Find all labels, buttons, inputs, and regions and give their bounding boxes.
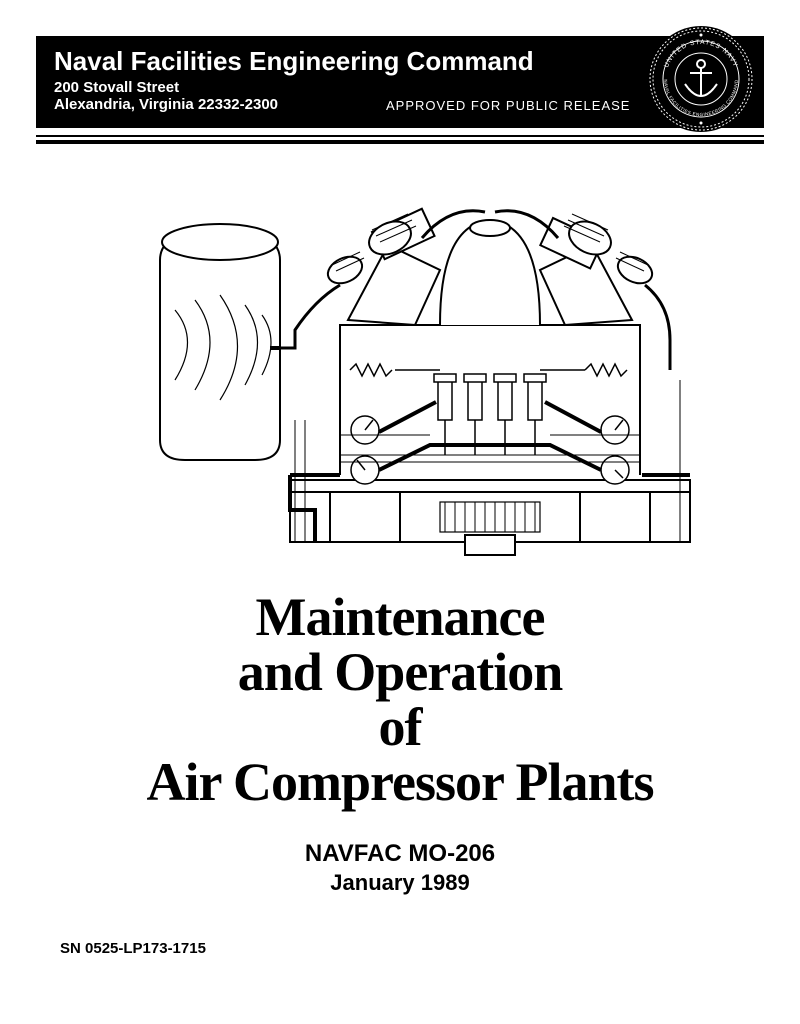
document-date: January 1989 — [36, 870, 764, 896]
title-line-4: Air Compressor Plants — [36, 755, 764, 810]
stock-number: SN 0525-LP173-1715 — [60, 940, 206, 957]
document-number: NAVFAC MO-206 — [36, 840, 764, 868]
divider-thick — [36, 140, 764, 144]
release-statement: APPROVED FOR PUBLIC RELEASE — [386, 98, 630, 113]
title-line-2: and Operation — [36, 645, 764, 700]
divider-thin — [36, 135, 764, 137]
title-line-3: of — [36, 700, 764, 755]
compressor-diagram — [140, 170, 700, 560]
title-line-1: Maintenance — [36, 590, 764, 645]
address-line-2: Alexandria, Virginia 22332-2300 — [54, 96, 278, 113]
org-name: Naval Facilities Engineering Command — [54, 46, 746, 77]
document-title: Maintenance and Operation of Air Compres… — [36, 590, 764, 810]
navy-seal-icon: UNITED STATES NAVY NAVAL FACILITIES ENGI… — [646, 24, 756, 134]
address-line-1: 200 Stovall Street — [54, 79, 746, 96]
